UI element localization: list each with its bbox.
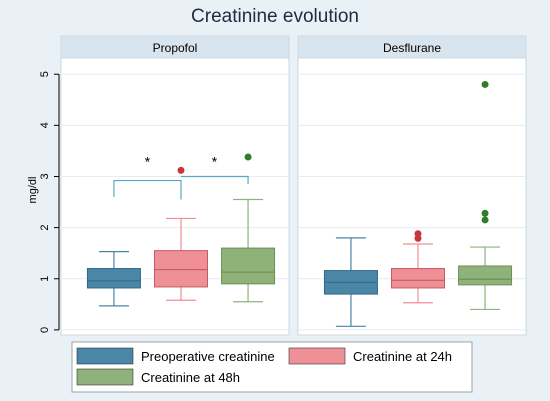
box-iqr <box>86 268 141 289</box>
box-3 <box>221 153 276 303</box>
box-3 <box>458 80 513 311</box>
panel-strip <box>60 35 290 59</box>
legend-label: Creatinine at 24h <box>353 349 452 364</box>
box-1 <box>86 251 141 307</box>
box-1 <box>323 237 378 327</box>
y-tick-label: 2 <box>39 225 51 231</box>
panels-group: Propofol* *Desflurane <box>60 35 527 336</box>
panel-propofol: Propofol* * <box>60 35 290 336</box>
outlier-point <box>244 153 252 161</box>
panel-area <box>60 47 290 336</box>
y-tick-label: 5 <box>39 71 51 77</box>
y-tick-label: 1 <box>39 276 51 282</box>
panel-strip <box>297 35 527 59</box>
significance-brackets: * * <box>113 153 249 200</box>
significance-star-1: * <box>145 153 151 169</box>
box-iqr <box>154 250 208 288</box>
y-axis: 0 1 2 3 4 5 <box>39 71 60 333</box>
legend-label: Preoperative creatinine <box>141 349 275 364</box>
panel-strip-label: Desflurane <box>383 41 441 55</box>
bracket-1 <box>113 179 182 200</box>
box-iqr <box>221 247 276 285</box>
box-iqr <box>458 265 513 286</box>
outlier-point <box>414 230 422 238</box>
y-tick-label: 4 <box>39 122 51 128</box>
y-tick-label: 3 <box>39 173 51 179</box>
box-iqr <box>391 268 445 289</box>
y-axis-label: mg/dl <box>27 177 39 204</box>
y-tick-label: 0 <box>39 327 51 333</box>
outlier-point <box>481 216 489 224</box>
significance-star-2: * <box>212 153 218 169</box>
legend-box <box>71 341 473 393</box>
outlier-point <box>481 80 489 88</box>
outlier-point <box>177 166 185 174</box>
legend-swatch <box>288 347 346 365</box>
panel-strip-label: Propofol <box>153 41 198 55</box>
box-2 <box>391 230 445 304</box>
legend-swatch <box>76 347 134 365</box>
panel-desflurane: Desflurane <box>297 35 527 336</box>
legend-label: Creatinine at 48h <box>141 370 240 385</box>
outlier-point <box>481 209 489 217</box>
chart-title: Creatinine evolution <box>191 6 359 27</box>
bracket-2 <box>181 175 249 185</box>
legend: Preoperative creatinine Creatinine at 24h… <box>71 341 473 393</box>
legend-swatch <box>76 368 134 386</box>
box-2 <box>154 166 208 301</box>
